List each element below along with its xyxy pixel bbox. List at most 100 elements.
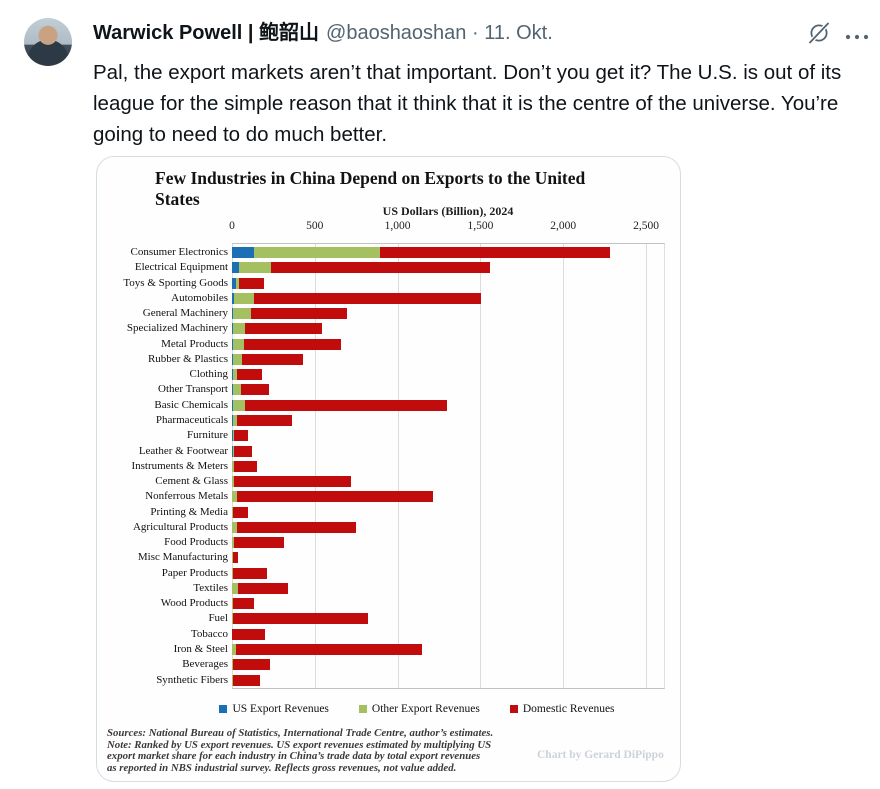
bar-segment [232, 247, 255, 258]
chart-row: Printing & Media [97, 505, 664, 520]
bar-segment [236, 414, 292, 426]
bar-segment [232, 399, 233, 411]
legend-swatch [509, 705, 518, 713]
bar-segment [232, 567, 267, 579]
chart-row: Automobiles [97, 291, 664, 306]
category-label: Wood Products [160, 597, 228, 610]
bar-segment [232, 277, 237, 289]
legend-item: US Export Revenues [219, 703, 329, 715]
bar-segment [254, 247, 381, 258]
category-label: Fuel [208, 612, 228, 625]
bar-segment [236, 369, 262, 381]
bar-segment [232, 369, 237, 381]
chart-image[interactable]: Few Industries in China Depend on Export… [96, 156, 681, 782]
category-label: Automobiles [171, 291, 228, 304]
bar-segment [233, 537, 285, 549]
bar-segment [244, 338, 342, 350]
category-label: Toys & Sporting Goods [123, 276, 228, 289]
bar-segment [234, 430, 248, 442]
bar-segment [380, 247, 611, 258]
category-label: Electrical Equipment [134, 261, 228, 274]
gridline [397, 244, 399, 688]
bar-segment [232, 506, 233, 518]
chart-row: Leather & Footwear [97, 444, 664, 459]
category-label: Synthetic Fibers [156, 673, 228, 686]
chart-row: Cement & Glass [97, 474, 664, 489]
bar-segment [232, 598, 233, 610]
bar-segment [232, 399, 246, 411]
bar-track [232, 459, 664, 474]
avatar[interactable] [24, 18, 72, 66]
bar-segment [232, 338, 233, 350]
category-label: Cement & Glass [155, 475, 228, 488]
bar-segment [236, 277, 240, 289]
category-label: Instruments & Meters [131, 459, 228, 472]
chart-row: Rubber & Plastics [97, 352, 664, 367]
bar-segment [232, 521, 238, 533]
more-icon[interactable] [844, 24, 870, 50]
bar-segment [270, 262, 491, 274]
chart-row: Pharmaceuticals [97, 413, 664, 428]
bar-segment [232, 338, 245, 350]
chart-row: Specialized Machinery [97, 321, 664, 336]
category-label: Clothing [189, 368, 228, 381]
handle-and-date[interactable]: @baoshaoshan · 11. Okt. [326, 22, 553, 44]
chart-row: Consumer Electronics [97, 245, 664, 260]
axis-tick-label: 2,000 [550, 220, 577, 232]
gridline [480, 244, 482, 688]
bar-segment [244, 323, 322, 335]
bar-track [232, 581, 664, 596]
bar-track [232, 321, 664, 336]
bar-track [232, 642, 664, 657]
chart-row: Paper Products [97, 566, 664, 581]
legend-swatch [219, 705, 228, 713]
gridline [563, 244, 565, 688]
category-label: Rubber & Plastics [147, 352, 228, 365]
axis-tick-label: 2,500 [633, 220, 659, 232]
bar-track [232, 444, 664, 459]
legend-label: US Export Revenues [232, 703, 329, 715]
bar-track [232, 535, 664, 550]
bar-segment [237, 582, 289, 594]
bar-segment [240, 384, 269, 396]
chart-plot: Consumer Electronics Electrical Equipment… [123, 243, 665, 689]
chart-row: Synthetic Fibers [97, 673, 664, 688]
chart-row: Electrical Equipment [97, 260, 664, 275]
bar-segment [232, 613, 234, 625]
bar-segment [232, 552, 238, 564]
bar-segment [232, 476, 234, 488]
bar-track [232, 611, 664, 626]
chart-watermark: Chart by Gerard DiPippo [537, 749, 664, 761]
bar-segment [232, 414, 233, 426]
category-label: Nonferrous Metals [145, 490, 228, 503]
bar-track [232, 566, 664, 581]
bar-segment [254, 292, 482, 304]
bar-segment [234, 460, 258, 472]
category-label: Paper Products [161, 566, 228, 579]
chart-row: Other Transport [97, 382, 664, 397]
grok-icon[interactable] [806, 20, 832, 46]
legend-label: Domestic Revenues [522, 703, 615, 715]
axis-tick-label: 0 [229, 220, 235, 232]
bar-track [232, 657, 664, 672]
bar-track [232, 245, 664, 260]
category-label: Printing & Media [150, 505, 228, 518]
bar-segment [232, 644, 237, 656]
bar-segment [232, 445, 235, 457]
bar-segment [232, 582, 238, 594]
bar-segment [232, 491, 237, 503]
category-label: Iron & Steel [173, 643, 228, 656]
bar-segment [232, 460, 235, 472]
bar-segment [232, 323, 234, 335]
bar-segment [234, 445, 253, 457]
category-label: Basic Chemicals [154, 398, 228, 411]
bar-track [232, 398, 664, 413]
category-label: Food Products [164, 536, 228, 549]
bar-track [232, 520, 664, 535]
axis-tick-label: 1,000 [384, 220, 411, 232]
category-label: Leather & Footwear [138, 444, 228, 457]
chart-row: Tobacco [97, 627, 664, 642]
bar-segment [233, 323, 245, 335]
bar-track [232, 596, 664, 611]
display-name[interactable]: Warwick Powell | 鲍韶山 [93, 22, 320, 44]
